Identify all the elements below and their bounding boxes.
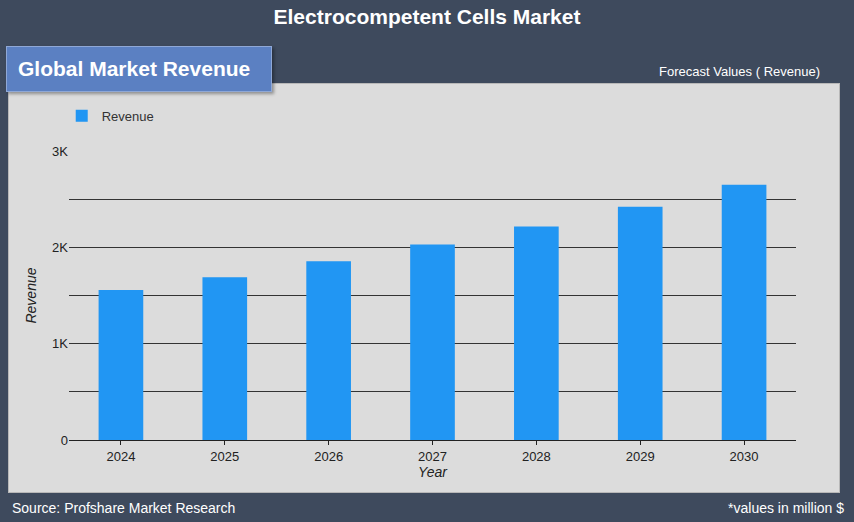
- svg-text:2026: 2026: [314, 449, 343, 464]
- svg-text:2K: 2K: [52, 240, 68, 255]
- svg-text:2027: 2027: [418, 449, 447, 464]
- svg-text:3K: 3K: [52, 144, 68, 159]
- svg-text:2024: 2024: [106, 449, 135, 464]
- svg-text:Revenue: Revenue: [23, 267, 39, 323]
- html-text:Global Market Revenue: Global Market Revenue: [18, 57, 251, 80]
- svg-text:2028: 2028: [522, 449, 551, 464]
- html-text:*values in million $: *values in million $: [728, 500, 844, 516]
- svg-text:1K: 1K: [52, 336, 68, 351]
- html-text:Forecast Values ( Revenue): Forecast Values ( Revenue): [659, 64, 820, 79]
- html-text:Source: Profshare Market Resea: Source: Profshare Market Research: [12, 500, 236, 516]
- svg-text:Revenue: Revenue: [102, 109, 154, 124]
- html-text:Electrocompetent Cells Market: Electrocompetent Cells Market: [273, 5, 581, 28]
- svg-text:Year: Year: [418, 464, 448, 480]
- svg-text:2030: 2030: [730, 449, 759, 464]
- svg-text:0: 0: [61, 433, 68, 448]
- svg-text:2029: 2029: [626, 449, 655, 464]
- svg-text:2025: 2025: [210, 449, 239, 464]
